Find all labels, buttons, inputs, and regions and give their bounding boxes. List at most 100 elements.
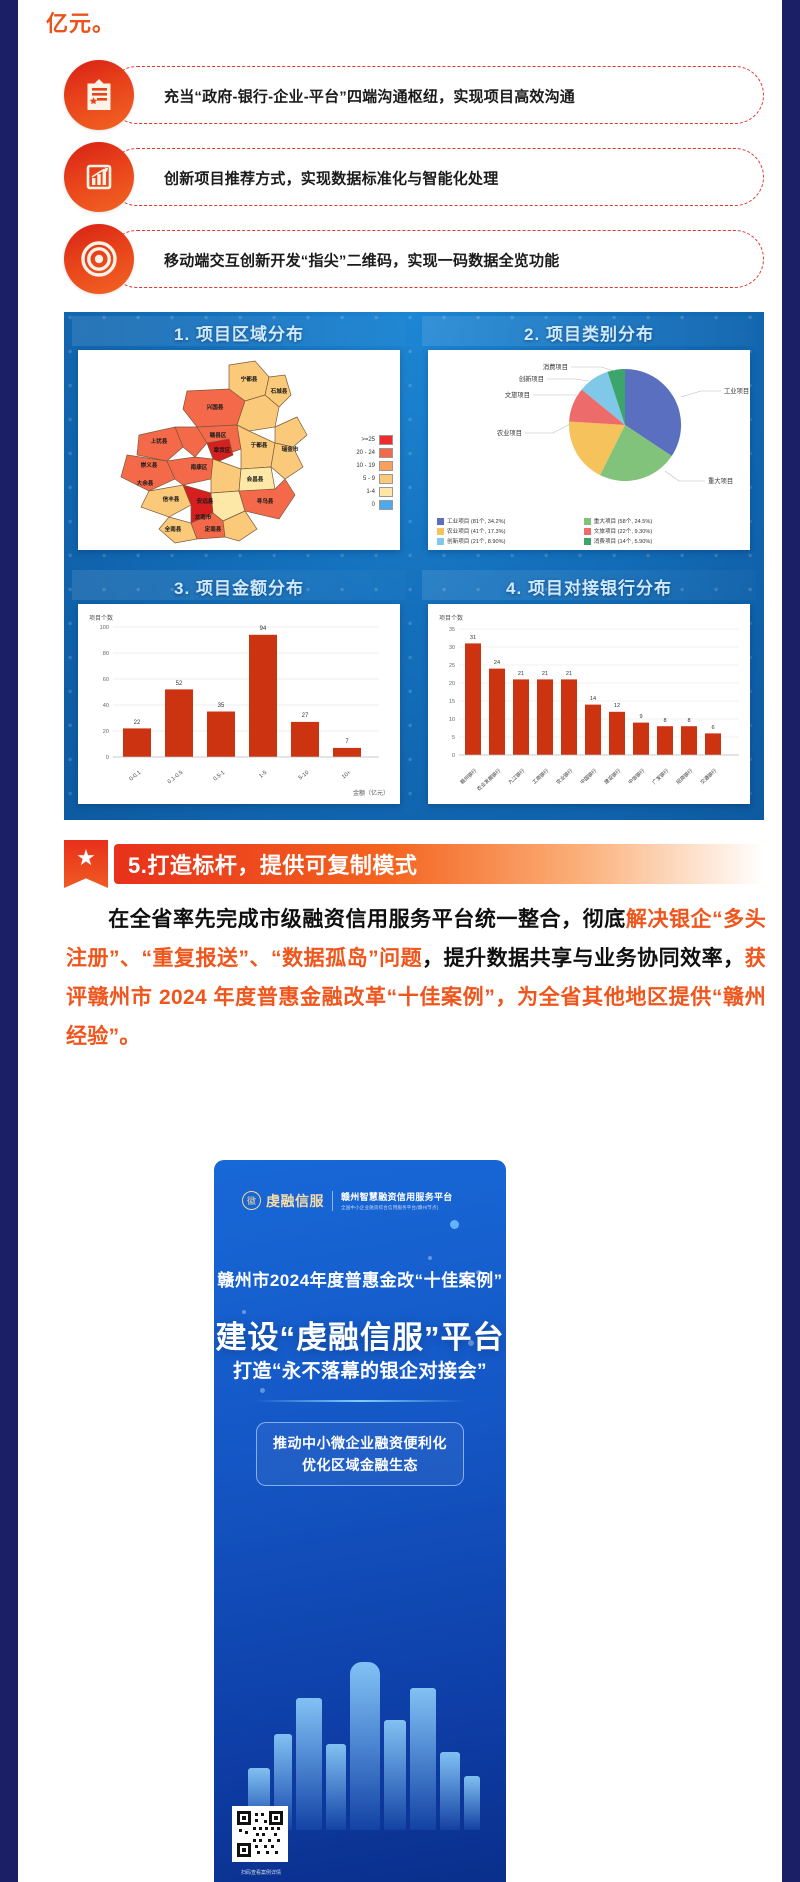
star-glyph: ★ <box>76 845 96 870</box>
list-item: 充当“政府-银行-企业-平台”四端沟通枢纽，实现项目高效沟通 <box>64 60 764 132</box>
svg-text:24: 24 <box>494 660 500 666</box>
svg-text:石城县: 石城县 <box>270 387 288 395</box>
x-axis-title: 金额（亿元） <box>352 791 389 797</box>
decorative-dot <box>242 1310 246 1314</box>
svg-text:赣县区: 赣县区 <box>210 431 227 439</box>
svg-text:崇义县: 崇义县 <box>141 461 158 469</box>
bullet-text: 移动端交互创新开发“指尖”二维码，实现一码数据全览功能 <box>164 252 560 270</box>
legend-item: 1-4 <box>356 487 393 497</box>
pie-graphic: 消费项目 创新项目 文旅项目 农业项目 工业项目 重大项目 <box>429 351 749 549</box>
chart-panel-amount-bar: 3. 项目金额分布 项目个数 金额（亿元） 100 80 <box>64 566 414 820</box>
svg-text:35: 35 <box>218 703 225 709</box>
pie-legend: 工业项目 (81个, 34.2%) 重大项目 (58个, 24.5%) 农业项目… <box>437 517 743 545</box>
svg-text:1-5: 1-5 <box>258 770 268 780</box>
svg-text:94: 94 <box>260 626 267 632</box>
svg-text:21: 21 <box>518 671 524 677</box>
paragraph-part-highlight: 获评赣州市 2024 年度普惠金融改革“十佳案例”，为全省其他地区提供“赣州经验… <box>66 947 767 1048</box>
svg-text:8: 8 <box>687 718 690 724</box>
svg-text:定南县: 定南县 <box>204 525 222 533</box>
bar-growth-icon <box>64 142 134 212</box>
paragraph-part-plain: 在全省率先完成市级融资信用服务平台统一整合，彻底 <box>108 908 626 931</box>
poster-divider <box>254 1400 466 1402</box>
svg-text:宁都县: 宁都县 <box>241 375 258 383</box>
decorative-dot <box>450 1220 459 1229</box>
bullet-text: 充当“政府-银行-企业-平台”四端沟通枢纽，实现项目高效沟通 <box>164 88 575 106</box>
svg-text:52: 52 <box>176 681 183 687</box>
legend-swatch <box>437 517 444 525</box>
svg-text:21: 21 <box>542 671 548 677</box>
svg-text:0-0.1: 0-0.1 <box>128 770 142 783</box>
svg-text:农业发展银行: 农业发展银行 <box>475 767 502 792</box>
platform-subname: 全国中小企业融资综合信用服务平台(赣州节点) <box>341 1205 439 1210</box>
y-axis-title: 项目个数 <box>439 616 464 622</box>
legend-item: 重大项目 (58个, 24.5%) <box>583 517 725 525</box>
decorative-dot <box>476 1270 481 1275</box>
svg-text:大余县: 大余县 <box>137 479 154 487</box>
svg-text:10: 10 <box>449 717 455 723</box>
body-paragraph: 在全省率先完成市级融资信用服务平台统一整合，彻底解决银企“多头注册”、“重复报送… <box>66 900 766 1056</box>
paragraph-part-highlight: 解决银企“多头注册”、“重复报送”、“数据孤岛”问题 <box>66 908 766 970</box>
target-icon <box>64 224 134 294</box>
svg-text:60: 60 <box>103 677 109 683</box>
legend-swatch <box>379 448 393 458</box>
svg-text:0.1-0.5: 0.1-0.5 <box>167 770 184 785</box>
svg-text:兴国县: 兴国县 <box>207 403 224 411</box>
svg-text:章贡区: 章贡区 <box>214 446 231 454</box>
svg-text:0: 0 <box>452 753 455 759</box>
svg-text:中国银行: 中国银行 <box>579 767 599 786</box>
svg-text:5: 5 <box>452 735 455 741</box>
y-axis-title: 项目个数 <box>89 616 114 622</box>
poster-headline: 建设“虔融信服”平台 <box>215 1320 505 1355</box>
chart-card: 项目个数 金额（亿元） 100 80 60 40 <box>78 604 400 804</box>
panel-title: 2. 项目类别分布 <box>524 325 654 344</box>
svg-text:0: 0 <box>106 755 109 761</box>
svg-text:7: 7 <box>345 739 349 745</box>
carry-over-text: 亿元。 <box>46 11 116 36</box>
svg-text:20: 20 <box>103 729 109 735</box>
svg-text:0.5-1: 0.5-1 <box>212 770 226 783</box>
svg-text:九江银行: 九江银行 <box>507 767 527 786</box>
panel-title-bar <box>422 570 756 600</box>
section-heading: ★ 5.打造标杆，提供可复制模式 <box>64 840 764 888</box>
panel-title: 3. 项目金额分布 <box>174 579 304 598</box>
poster-kicker: 赣州市2024年度普惠金改“十佳案例” <box>217 1271 503 1290</box>
chart-card: 项目个数 35 30 25 <box>428 604 750 804</box>
svg-text:会昌县: 会昌县 <box>247 475 264 483</box>
legend-swatch <box>379 474 393 484</box>
certificate-icon <box>64 60 134 130</box>
qr-code[interactable] <box>232 1806 288 1862</box>
panel-title: 4. 项目对接银行分布 <box>506 579 672 598</box>
panel-title-bar <box>72 570 406 600</box>
chart-card: 宁都县 兴国县 石城县 于都县 瑞金市 赣县区 章贡区 南康区 上犹县 崇义县 … <box>78 350 400 550</box>
legend-item: 消费项目 (14个, 5.90%) <box>583 537 725 545</box>
svg-text:瑞金市: 瑞金市 <box>282 445 299 453</box>
star-ribbon-icon: ★ <box>64 840 108 888</box>
legend-label: 创新项目 (21个, 8.90%) <box>447 539 506 545</box>
amount-bar-svg: 100 80 60 40 20 0 <box>100 625 379 785</box>
svg-text:南康区: 南康区 <box>191 463 208 471</box>
svg-text:上犹县: 上犹县 <box>151 437 168 445</box>
legend-swatch <box>583 517 591 525</box>
pie-label-major: 重大项目 <box>708 476 733 485</box>
ganzhou-map-svg: 宁都县 兴国县 石城县 于都县 瑞金市 赣县区 章贡区 南康区 上犹县 崇义县 … <box>120 360 308 544</box>
chart-card: 消费项目 创新项目 文旅项目 农业项目 工业项目 重大项目 <box>428 350 750 550</box>
section-heading-text: 5.打造标杆，提供可复制模式 <box>128 853 418 878</box>
bullet-text: 创新项目推荐方式，实现数据标准化与智能化处理 <box>164 170 499 188</box>
legend-label: 消费项目 (14个, 5.90%) <box>593 539 653 545</box>
platform-name: 赣州智慧融资信用服务平台 <box>341 1192 453 1202</box>
legend-label: 重大项目 (58个, 24.5%) <box>593 519 653 525</box>
logo-divider <box>332 1190 333 1211</box>
list-item: 移动端交互创新开发“指尖”二维码，实现一码数据全览功能 <box>64 224 764 296</box>
svg-text:8: 8 <box>663 718 666 724</box>
svg-text:中信银行: 中信银行 <box>627 767 647 786</box>
svg-text:25: 25 <box>449 663 455 669</box>
poster-subheadline: 打造“永不落幕的银企对接会” <box>232 1361 487 1382</box>
section-heading-bar: 5.打造标杆，提供可复制模式 <box>114 844 764 884</box>
pie-label-innovation: 创新项目 <box>519 374 544 383</box>
logo-name: 虔融信服 <box>266 1192 324 1209</box>
svg-text:10+: 10+ <box>341 770 352 781</box>
svg-text:21: 21 <box>566 671 572 677</box>
svg-text:80: 80 <box>103 651 109 657</box>
decorative-dot <box>468 1340 474 1346</box>
